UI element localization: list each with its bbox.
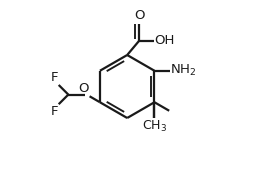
Text: O: O: [78, 83, 89, 95]
Text: CH$_3$: CH$_3$: [142, 119, 167, 134]
Text: OH: OH: [154, 34, 175, 47]
Text: NH$_2$: NH$_2$: [170, 63, 197, 78]
Text: O: O: [134, 9, 144, 22]
Text: F: F: [50, 105, 58, 118]
Text: F: F: [50, 71, 58, 84]
